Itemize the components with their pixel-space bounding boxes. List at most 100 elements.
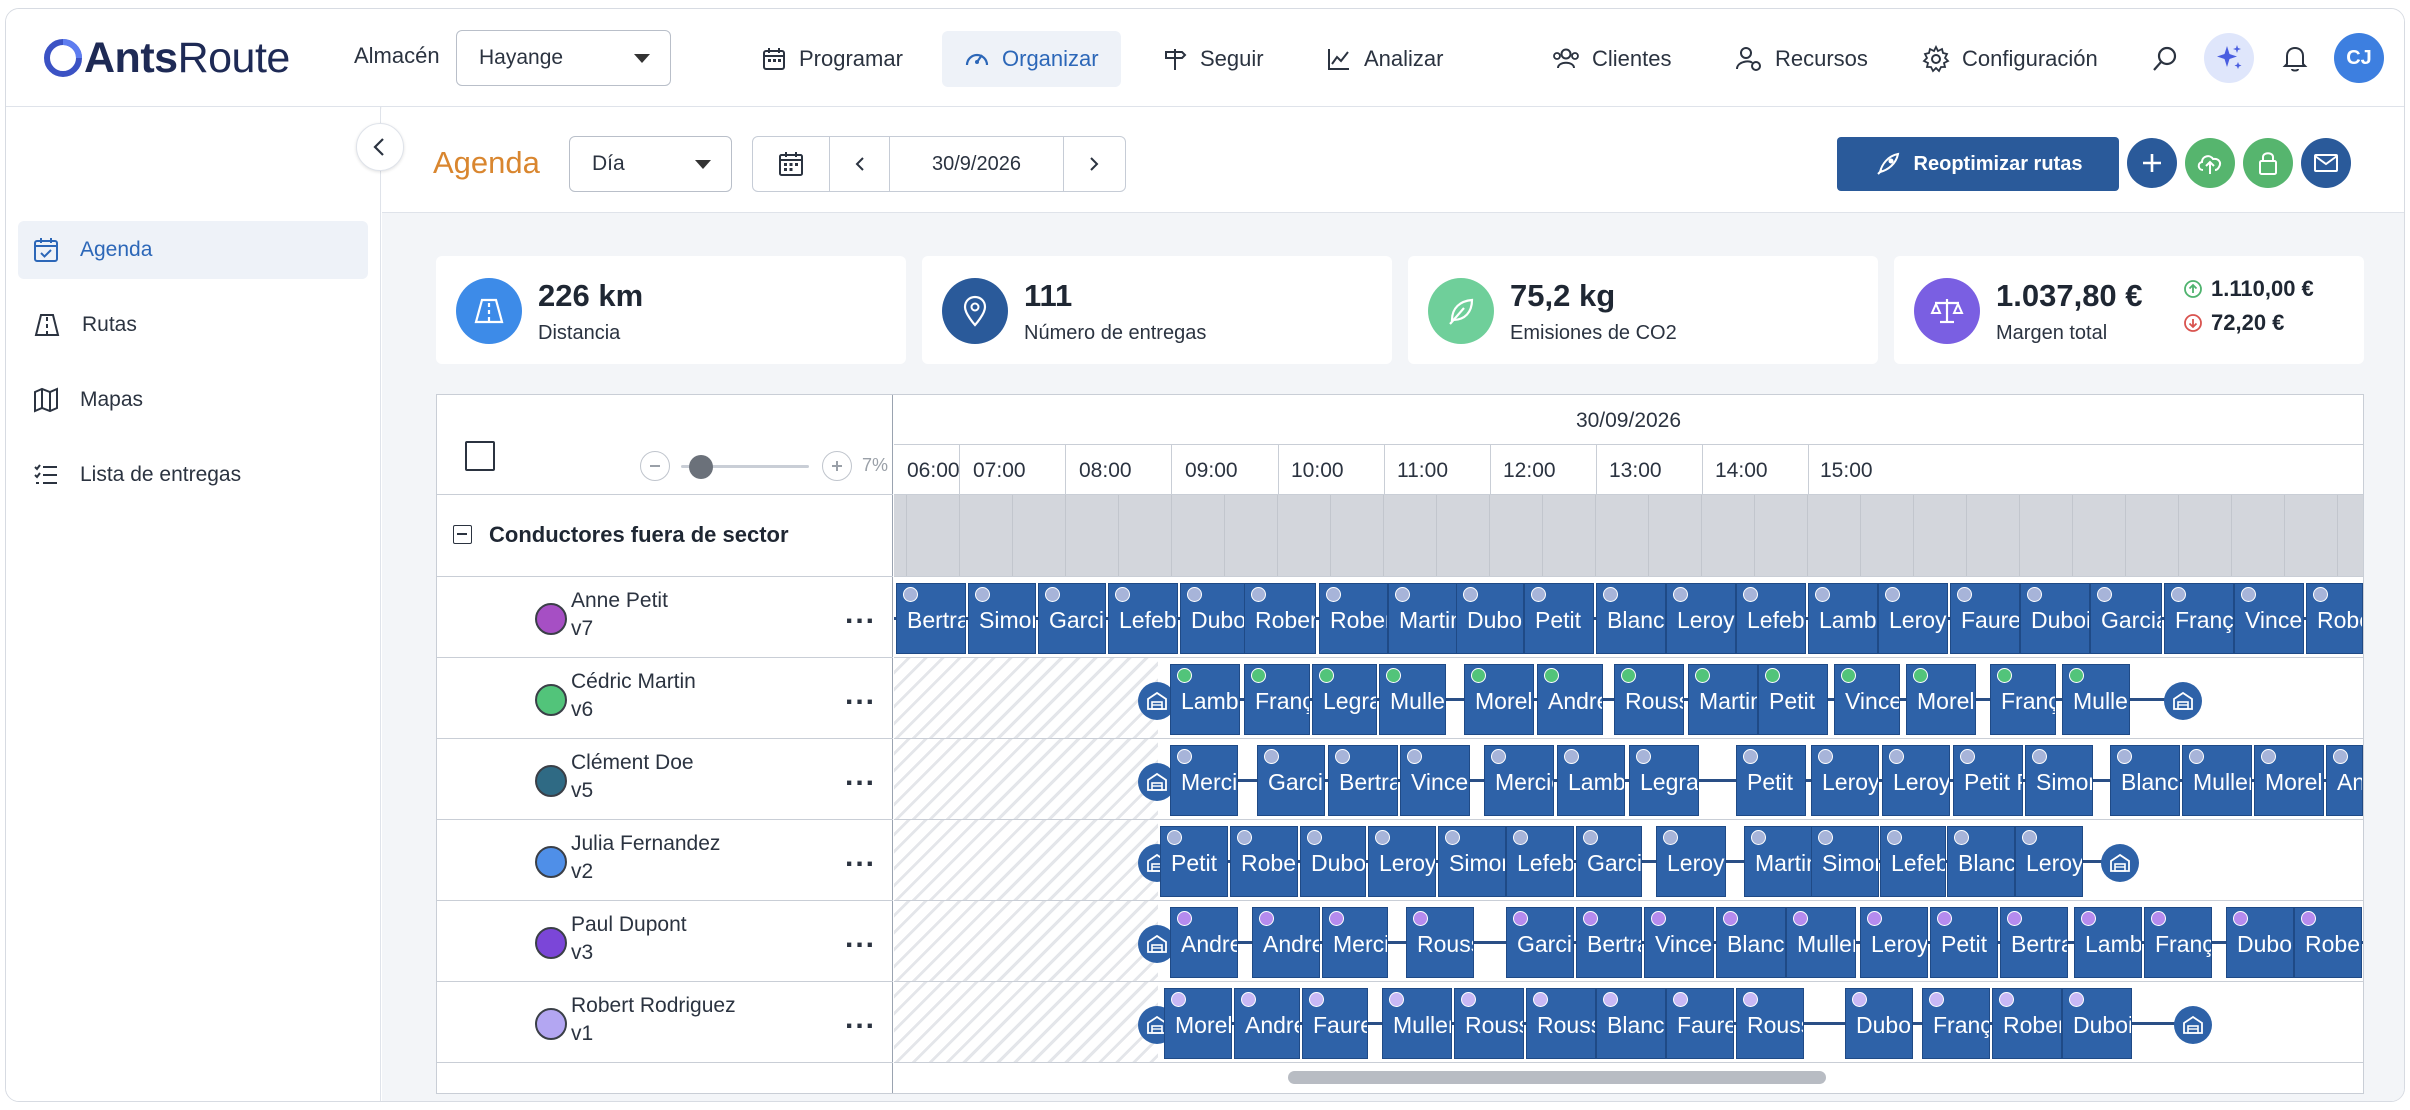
delivery-block[interactable]: Simon <box>968 583 1036 654</box>
zoom-slider-handle[interactable] <box>689 455 713 479</box>
delivery-block[interactable]: Lambert <box>1170 664 1240 735</box>
delivery-block[interactable]: Dubois <box>1300 826 1366 897</box>
delivery-block[interactable]: Faure <box>1666 988 1734 1059</box>
lock-button[interactable] <box>2243 138 2293 188</box>
delivery-block[interactable]: Leroy <box>1878 583 1948 654</box>
notifications-button[interactable] <box>2270 33 2320 83</box>
delivery-block[interactable]: Blanc <box>2110 745 2180 816</box>
delivery-block[interactable]: Robert <box>2306 583 2363 654</box>
horizontal-scrollbar[interactable] <box>1288 1071 1826 1084</box>
delivery-block[interactable]: Morel <box>2254 745 2324 816</box>
delivery-block[interactable]: Leroy <box>1882 745 1950 816</box>
delivery-block[interactable]: Bertrand <box>896 583 966 654</box>
nav-analizar[interactable]: Analizar <box>1304 31 1465 87</box>
more-options-icon[interactable]: ... <box>845 921 877 954</box>
zoom-out-button[interactable] <box>640 451 670 481</box>
delivery-block[interactable]: Garcia <box>1506 907 1574 978</box>
delivery-block[interactable]: Lefebvre <box>1108 583 1178 654</box>
delivery-block[interactable]: François <box>2144 907 2212 978</box>
delivery-block[interactable]: Lefebvre <box>1506 826 1574 897</box>
delivery-block[interactable]: Simon <box>1438 826 1506 897</box>
delivery-block[interactable]: Bertrand <box>1576 907 1642 978</box>
depot-icon[interactable] <box>1138 925 1176 963</box>
delivery-block[interactable]: Vincent <box>1834 664 1900 735</box>
delivery-block[interactable]: Muller <box>1379 664 1446 735</box>
nav-configuracion[interactable]: Configuración <box>1900 31 2120 87</box>
sidebar-collapse-button[interactable] <box>356 123 404 171</box>
delivery-block[interactable]: Muller <box>2182 745 2252 816</box>
delivery-block[interactable]: Robert <box>1244 583 1316 654</box>
delivery-block[interactable]: Blanc <box>1947 826 2015 897</box>
sidebar-item-lista-entregas[interactable]: Lista de entregas <box>18 446 368 504</box>
previous-day-button[interactable] <box>830 137 890 191</box>
delivery-block[interactable]: Vincent <box>1644 907 1714 978</box>
delivery-block[interactable]: Mercier <box>1322 907 1388 978</box>
add-button[interactable] <box>2127 138 2177 188</box>
sidebar-item-rutas[interactable]: Rutas <box>18 296 368 354</box>
delivery-block[interactable]: Andre <box>1170 907 1238 978</box>
driver-row-anne-petit[interactable]: Anne Petit v7... <box>437 577 893 658</box>
delivery-block[interactable]: Lefebvre <box>1736 583 1806 654</box>
delivery-block[interactable]: Petit <box>1524 583 1594 654</box>
nav-seguir[interactable]: Seguir <box>1140 31 1286 87</box>
delivery-block[interactable]: Mercier <box>1484 745 1554 816</box>
delivery-block[interactable]: Robert <box>1319 583 1388 654</box>
delivery-block[interactable]: Morel <box>1906 664 1976 735</box>
delivery-block[interactable]: Garcia <box>1038 583 1106 654</box>
driver-row-julia-fernandez[interactable]: Julia Fernandez v2... <box>437 820 893 901</box>
more-options-icon[interactable]: ... <box>845 840 877 873</box>
search-button[interactable] <box>2140 34 2190 84</box>
delivery-block[interactable]: Martin <box>1744 826 1814 897</box>
delivery-block[interactable]: Petit <box>1930 907 1998 978</box>
view-select[interactable]: Día <box>569 136 732 192</box>
nav-programar[interactable]: Programar <box>739 31 925 87</box>
delivery-block[interactable]: Blanc <box>1596 988 1666 1059</box>
delivery-block[interactable]: Leroy <box>1656 826 1726 897</box>
delivery-block[interactable]: Legrand <box>1629 745 1699 816</box>
delivery-block[interactable]: Robert <box>1230 826 1298 897</box>
depot-icon[interactable] <box>2174 1006 2212 1044</box>
delivery-block[interactable]: Simon <box>1811 826 1879 897</box>
user-avatar[interactable]: CJ <box>2334 33 2384 83</box>
cloud-upload-button[interactable] <box>2185 138 2235 188</box>
next-day-button[interactable] <box>1064 137 1124 191</box>
more-options-icon[interactable]: ... <box>845 678 877 711</box>
delivery-block[interactable]: Garcia <box>2090 583 2162 654</box>
collapse-group-icon[interactable] <box>453 525 472 544</box>
calendar-picker-button[interactable] <box>753 137 830 191</box>
antsroute-logo[interactable]: AntsRoute <box>42 33 290 83</box>
delivery-block[interactable]: Andre <box>2326 745 2363 816</box>
more-options-icon[interactable]: ... <box>845 759 877 792</box>
delivery-block[interactable]: Morel <box>1464 664 1534 735</box>
delivery-block[interactable]: Petit <box>1736 745 1806 816</box>
delivery-block[interactable]: Legrand <box>1312 664 1377 735</box>
delivery-block[interactable]: Robert <box>1992 988 2062 1059</box>
delivery-block[interactable]: Dubois <box>1456 583 1524 654</box>
depot-icon[interactable] <box>2164 682 2202 720</box>
delivery-block[interactable]: Martin <box>1688 664 1758 735</box>
email-button[interactable] <box>2301 138 2351 188</box>
delivery-block[interactable]: François <box>1922 988 1990 1059</box>
delivery-block[interactable]: Lambert <box>2074 907 2142 978</box>
delivery-block[interactable]: Simon <box>2025 745 2093 816</box>
delivery-block[interactable]: Faure <box>1950 583 2020 654</box>
delivery-block[interactable]: Andre <box>1537 664 1603 735</box>
delivery-block[interactable]: Vincent <box>2234 583 2304 654</box>
delivery-block[interactable]: Dubois <box>2226 907 2294 978</box>
delivery-block[interactable]: Muller <box>1382 988 1452 1059</box>
current-date[interactable]: 30/9/2026 <box>890 137 1064 191</box>
nav-organizar[interactable]: Organizar <box>942 31 1121 87</box>
delivery-block[interactable]: Robert <box>2294 907 2362 978</box>
delivery-block[interactable]: Lambert <box>1808 583 1878 654</box>
delivery-block[interactable]: François <box>1990 664 2056 735</box>
delivery-block[interactable]: Rousseau <box>1614 664 1684 735</box>
driver-row-c-dric-martin[interactable]: Cédric Martin v6... <box>437 658 893 739</box>
delivery-block[interactable]: Andre <box>1252 907 1320 978</box>
delivery-block[interactable]: Leroy <box>1811 745 1879 816</box>
delivery-block[interactable]: Rousseau <box>1526 988 1596 1059</box>
depot-icon[interactable] <box>1138 682 1176 720</box>
delivery-block[interactable]: Morel <box>1164 988 1232 1059</box>
delivery-block[interactable]: Faure <box>1302 988 1368 1059</box>
delivery-block[interactable]: Lambert <box>1557 745 1625 816</box>
delivery-block[interactable]: Bertrand <box>1328 745 1398 816</box>
